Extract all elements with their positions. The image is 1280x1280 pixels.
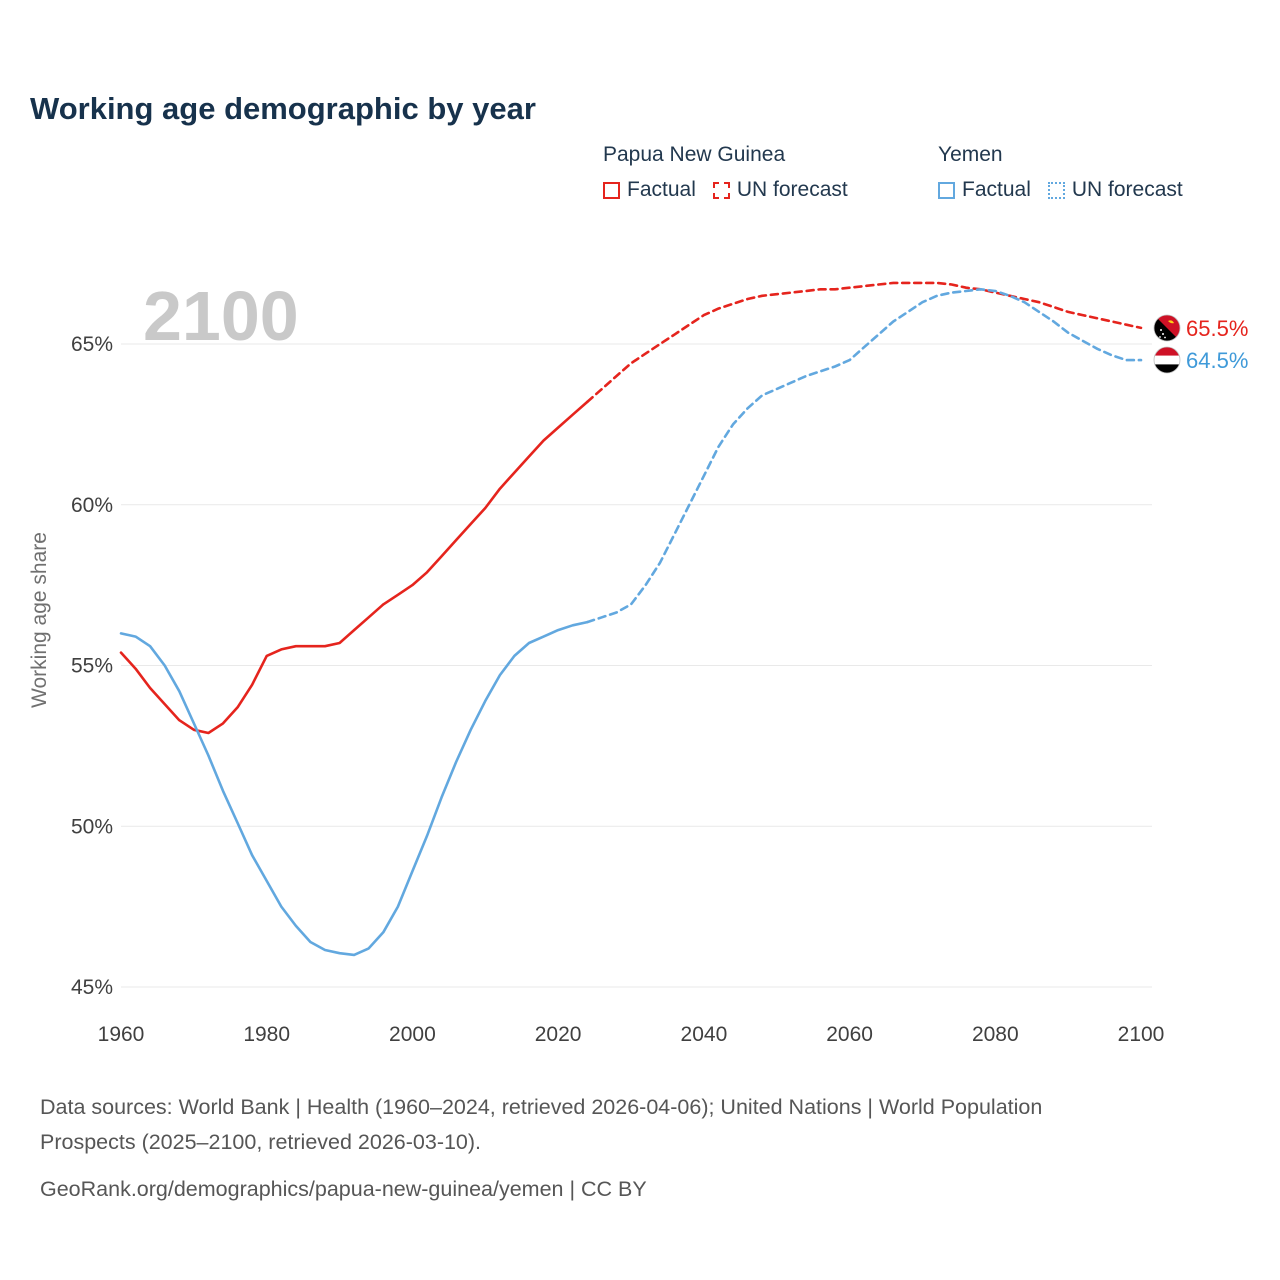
y-axis-title: Working age share — [28, 532, 51, 708]
series-line-yemen-factual — [119, 620, 589, 957]
data-sources-text: Data sources: World Bank | Health (1960–… — [40, 1095, 1043, 1154]
legend-group-papua-new-guinea: Papua New Guinea Factual UN forecast — [603, 143, 848, 202]
x-tick-label: 2040 — [681, 1023, 728, 1046]
axis-tick-labels: 45% 50% 55% 60% 65% 1960 1980 2000 2020 2040 2060 2… — [71, 333, 1164, 1046]
x-tick-label: 1960 — [98, 1023, 145, 1046]
x-tick-label: 2000 — [389, 1023, 436, 1046]
papua-new-guinea-flag-icon — [1153, 314, 1181, 342]
end-labels: 65.5% 64.5% — [1153, 314, 1248, 374]
watermark-year: 2100 — [143, 277, 299, 355]
y-tick-label: 60% — [71, 494, 113, 517]
x-tick-label: 2060 — [826, 1023, 873, 1046]
x-tick-label: 2020 — [535, 1023, 582, 1046]
y-tick-label: 55% — [71, 655, 113, 678]
y-tick-label: 65% — [71, 333, 113, 356]
x-tick-label: 2100 — [1118, 1023, 1165, 1046]
legend-item-yemen-factual[interactable]: Factual — [938, 178, 1031, 202]
page-title: Working age demographic by year — [30, 90, 536, 126]
papua-new-guinea-end-value: 65.5% — [1186, 316, 1248, 341]
x-tick-label: 2080 — [972, 1023, 1019, 1046]
legend-group-yemen: Yemen Factual UN forecast — [938, 143, 1183, 202]
series-line-yemen-forecast — [585, 287, 1143, 624]
footer: Data sources: World Bank | Health (1960–… — [40, 1090, 1140, 1206]
attribution-text: GeoRank.org/demographics/papua-new-guine… — [40, 1176, 647, 1201]
png-factual-swatch-icon — [603, 181, 620, 199]
yemen-factual-swatch-icon — [938, 181, 955, 199]
legend-item-label: UN forecast — [1071, 178, 1183, 201]
legend-country-label: Yemen — [938, 143, 1003, 166]
legend-item-png-factual[interactable]: Factual — [603, 178, 696, 202]
legend-item-png-forecast[interactable]: UN forecast — [712, 178, 848, 202]
y-tick-label: 45% — [71, 976, 113, 999]
legend-item-label: Factual — [627, 178, 696, 201]
gridlines — [121, 343, 1152, 988]
legend-country-label: Papua New Guinea — [603, 143, 786, 166]
png-forecast-swatch-icon — [712, 181, 730, 199]
series-line-papua-new-guinea-factual — [119, 400, 589, 735]
series-lines — [119, 281, 1143, 957]
yemen-end-value: 64.5% — [1186, 348, 1248, 373]
y-tick-label: 50% — [71, 815, 113, 838]
yemen-forecast-swatch-icon — [1047, 181, 1065, 199]
legend-item-label: Factual — [962, 178, 1031, 201]
series-line-papua-new-guinea-forecast — [585, 281, 1143, 404]
yemen-flag-icon — [1153, 346, 1181, 374]
x-tick-label: 1980 — [243, 1023, 290, 1046]
legend-item-label: UN forecast — [736, 178, 848, 201]
legend-item-yemen-forecast[interactable]: UN forecast — [1047, 178, 1183, 202]
